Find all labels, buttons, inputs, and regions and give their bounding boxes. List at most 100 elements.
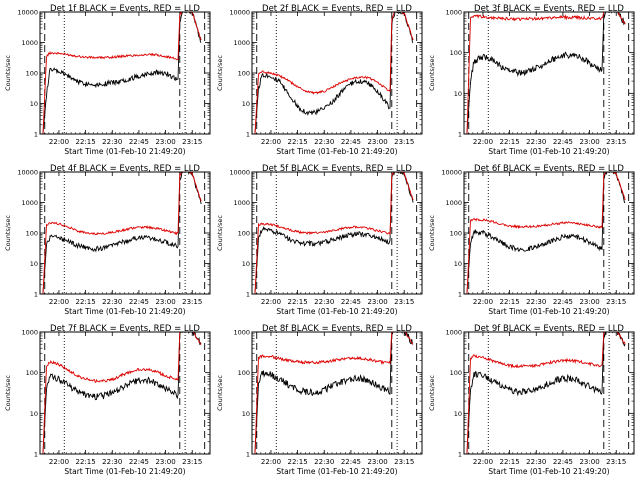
x-tick-label: 22:30 [102,298,122,306]
chart-panel: Det 4f BLACK = Events, RED = LLD Counts/s… [4,164,211,316]
x-tick-label: 22:15 [288,298,308,306]
y-tick-label: 100 [238,230,250,238]
x-axis-label: Start Time (01-Feb-10 21:49:20) [488,147,609,156]
y-tick-label: 10 [242,100,250,108]
series-events-line [42,332,202,454]
chart-panel: Det 8f BLACK = Events, RED = LLD Counts/s… [216,324,423,476]
y-axis-label: Counts/sec [4,55,12,91]
x-axis-label: Start Time (01-Feb-10 21:49:20) [276,147,397,156]
x-axis-label: Start Time (01-Feb-10 21:49:20) [64,467,185,476]
x-axis-label: Start Time (01-Feb-10 21:49:20) [64,147,185,156]
series-events-line [254,332,414,454]
x-tick-label: 22:15 [288,138,308,146]
y-tick-label: 10000 [17,9,38,17]
series-lld-line [466,172,626,294]
chart-panel: Det 3f BLACK = Events, RED = LLD Counts/s… [428,4,635,156]
y-tick-label: 1000 [21,329,38,337]
y-tick-label: 1 [34,451,38,459]
x-tick-label: 22:15 [76,138,96,146]
x-tick-label: 22:00 [261,458,281,466]
x-tick-label: 22:00 [473,298,493,306]
x-tick-label: 22:45 [553,458,573,466]
x-tick-label: 22:45 [553,138,573,146]
y-tick-label: 1 [246,451,250,459]
x-tick-label: 22:45 [341,298,361,306]
y-tick-label: 10 [30,260,38,268]
x-tick-label: 22:00 [49,458,69,466]
y-tick-label: 1 [458,291,462,299]
x-tick-label: 23:15 [606,138,626,146]
x-tick-label: 22:45 [129,458,149,466]
chart-panel: Det 9f BLACK = Events, RED = LLD Counts/s… [428,324,635,476]
chart-panel: Det 6f BLACK = Events, RED = LLD Counts/s… [428,164,635,316]
x-axis-label: Start Time (01-Feb-10 21:49:20) [488,307,609,316]
y-tick-label: 1 [34,131,38,139]
x-tick-label: 22:45 [341,138,361,146]
chart-title: Det 6f BLACK = Events, RED = LLD [474,164,624,174]
y-tick-label: 10 [454,410,462,418]
plot-frame [39,171,211,295]
y-tick-label: 1000 [233,329,250,337]
series-lld-line [254,332,414,454]
chart-title: Det 1f BLACK = Events, RED = LLD [50,4,200,14]
y-tick-label: 10 [242,260,250,268]
x-tick-label: 22:30 [102,138,122,146]
x-tick-label: 23:00 [579,458,599,466]
series-lld-line [254,12,414,134]
series-lld-line [42,172,202,294]
series-events-line [42,12,202,134]
y-tick-label: 1000 [445,199,462,207]
series-lld-line [466,332,626,454]
series-events-line [254,12,414,134]
x-tick-label: 23:15 [394,458,414,466]
x-axis-label: Start Time (01-Feb-10 21:49:20) [64,307,185,316]
series-lld-line [254,172,414,294]
plot-frame [39,331,211,455]
x-tick-label: 22:30 [526,298,546,306]
x-tick-label: 22:45 [553,298,573,306]
x-tick-label: 23:15 [182,138,202,146]
x-tick-label: 22:15 [500,138,520,146]
y-axis-label: Counts/sec [4,215,12,251]
x-tick-label: 23:15 [182,298,202,306]
chart-title: Det 8f BLACK = Events, RED = LLD [262,324,412,334]
y-tick-label: 1 [458,451,462,459]
y-tick-label: 10000 [229,169,250,177]
y-tick-label: 1000 [445,329,462,337]
chart-title: Det 7f BLACK = Events, RED = LLD [50,324,200,334]
x-tick-label: 23:00 [579,298,599,306]
x-tick-label: 22:30 [526,458,546,466]
y-tick-label: 1000 [445,9,462,17]
x-tick-label: 22:30 [102,458,122,466]
y-tick-label: 1 [34,291,38,299]
y-tick-label: 10000 [17,169,38,177]
x-tick-label: 22:00 [261,298,281,306]
series-lld-line [42,332,202,454]
y-tick-label: 1 [246,291,250,299]
y-tick-label: 100 [238,369,250,377]
x-axis-label: Start Time (01-Feb-10 21:49:20) [276,307,397,316]
x-tick-label: 22:15 [500,458,520,466]
x-tick-label: 23:00 [155,138,175,146]
y-tick-label: 1000 [21,39,38,47]
y-tick-label: 100 [26,369,38,377]
x-tick-label: 23:00 [579,138,599,146]
series-events-line [42,172,202,294]
plot-frame [463,11,635,135]
y-axis-label: Counts/sec [428,55,436,91]
x-tick-label: 23:00 [155,298,175,306]
y-axis-label: Counts/sec [428,215,436,251]
y-axis-label: Counts/sec [216,375,224,411]
y-tick-label: 1000 [233,199,250,207]
y-tick-label: 100 [26,230,38,238]
x-tick-label: 23:15 [606,298,626,306]
y-tick-label: 100 [450,230,462,238]
y-tick-label: 100 [238,70,250,78]
x-tick-label: 23:15 [394,138,414,146]
x-tick-label: 23:00 [367,138,387,146]
x-tick-label: 23:15 [606,458,626,466]
x-tick-label: 22:15 [76,458,96,466]
plot-frame [251,331,423,455]
x-tick-label: 22:15 [288,458,308,466]
